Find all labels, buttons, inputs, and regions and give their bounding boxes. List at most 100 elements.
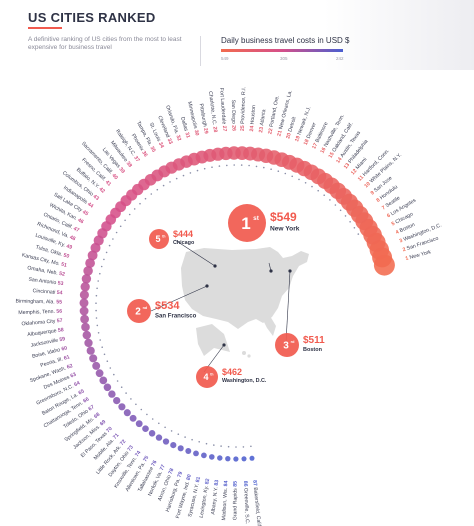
hawaii-shape [247,354,251,358]
rank-badge [275,333,299,357]
callout-city: New York [270,225,300,232]
rank-tick [150,193,153,195]
callout-city: Chicago [173,240,195,246]
city-marker [213,264,217,268]
city-label: San Diego 26 [230,100,237,132]
rank-dot [79,290,89,300]
leader-lines [150,239,292,373]
callout-value: $534 [155,300,180,312]
rank-tick [108,244,111,247]
rank-tick [96,287,98,290]
rank-dot [79,298,89,308]
rank-dot [81,322,90,332]
rank-dot [82,330,92,340]
leader-line [150,285,208,312]
city-marker [222,343,226,347]
rank-dot [177,445,184,452]
rank-tick [106,360,109,363]
rank-tick [95,302,97,305]
callout-city: San Francisco [155,314,197,320]
city-label: Jacksonville 59 [30,337,66,350]
rank-dot [201,452,207,459]
legend-tick-low: 242 [336,56,344,61]
rank-tick [291,175,294,178]
rank-tick [105,251,108,254]
rank-dot [86,346,95,355]
rank-suffix: th [210,372,213,376]
page-title: US CITIES RANKED [28,10,156,25]
rank-tick [182,174,185,177]
rank-tick [255,165,258,168]
rank-tick [95,294,98,297]
rank-tick [198,441,200,443]
rank-tick [169,181,171,183]
rank-dot [135,420,143,428]
rank-tick [226,164,228,167]
callout-value: $462 [222,367,242,377]
legend-tick-mid: 305 [280,56,288,61]
rank-tick [353,227,356,229]
rank-tick [162,184,165,187]
rank-dot [170,442,177,449]
rank-tick [124,219,126,222]
rank-tick [144,197,147,200]
city-marker [205,284,209,288]
rank-tick [205,442,208,445]
rank-tick [101,346,103,349]
rank-tick [100,265,103,268]
rank-dot [142,425,149,433]
legend-tick-high: 549 [221,56,229,61]
rank-dot [85,258,95,268]
rank-tick [97,332,100,334]
rank-dot [162,438,170,445]
city-label: 87 Bakersfield, Calif. [251,480,262,526]
rank-dot [80,282,90,292]
rank-number: 5 [155,234,160,244]
rank-tick [113,373,115,376]
rank-tick [357,233,360,235]
rank-dot [123,409,131,417]
rank-dot [89,354,98,363]
rank-dot [84,338,93,348]
city-label: 23 Atlanta [259,109,268,133]
rank-tick [99,272,101,275]
us-map [181,247,309,358]
rank-dot [99,376,108,385]
rank-tick [250,445,252,448]
city-label: 25 Providence, R.I. [240,87,247,131]
rank-dot [108,390,116,398]
city-label: Grand Rapids 85 [233,481,239,520]
rank-tick [233,164,235,166]
rank-dot [148,430,156,437]
rank-dot [95,369,104,378]
rank-tick [298,178,300,181]
rank-dot [233,456,239,462]
page-subtitle: A definitive ranking of US cities from t… [28,36,182,51]
rank-tick [170,430,173,432]
rank-dot [241,456,247,462]
rank-tick [112,238,114,240]
rank-dot [90,242,101,253]
city-label: Dallas 31 [179,116,191,139]
rank-tick [97,280,99,282]
rank-tick [95,317,98,319]
rank-tick [196,169,199,172]
rank-dot [79,306,89,316]
city-label: Lexington, Ky. 82 [199,478,211,518]
rank-tick [119,225,122,228]
city-label: Fort Lauderdale 27 [218,88,227,132]
rank-tick [109,367,112,369]
rank-tick [184,436,186,438]
ranking-dots [79,146,395,462]
rank-dot [217,455,223,461]
rank-number: 4 [203,372,208,382]
rank-tick [240,164,243,166]
rank-tick [311,185,313,188]
rank-dot [185,448,192,454]
rank-tick [128,213,131,216]
